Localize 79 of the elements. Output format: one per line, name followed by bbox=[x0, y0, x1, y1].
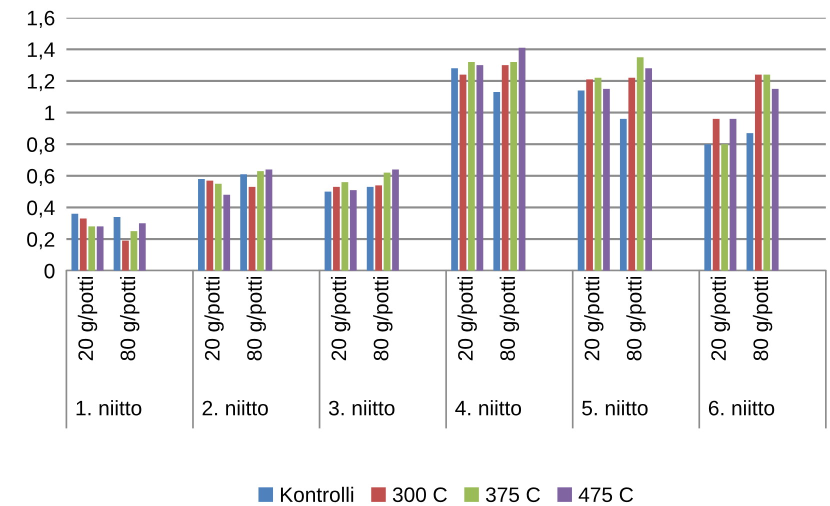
x-tick-label: 20 g/potti bbox=[584, 276, 604, 360]
bar bbox=[88, 226, 96, 271]
x-tick-label: 80 g/potti bbox=[626, 276, 646, 360]
legend-label: Kontrolli bbox=[280, 486, 354, 502]
bar bbox=[763, 74, 770, 271]
x-tick-label: 80 g/potti bbox=[373, 276, 393, 360]
bar bbox=[240, 174, 247, 271]
y-tick-label: 0,4 bbox=[27, 200, 55, 218]
y-tick-label: 1 bbox=[45, 106, 54, 120]
bar bbox=[493, 92, 500, 271]
bar bbox=[628, 78, 636, 271]
y-tick-label: 1,4 bbox=[28, 42, 55, 60]
bar bbox=[96, 226, 104, 271]
bar bbox=[754, 74, 762, 271]
legend-label: 475 C bbox=[578, 487, 634, 502]
bar bbox=[375, 185, 382, 271]
bar bbox=[324, 192, 332, 271]
bar bbox=[636, 57, 644, 271]
bar bbox=[71, 214, 78, 271]
text: 3. niitto bbox=[328, 400, 394, 416]
bar bbox=[223, 194, 230, 271]
text: 4. niitto bbox=[455, 400, 522, 416]
bar bbox=[451, 68, 458, 271]
bar bbox=[333, 186, 340, 271]
x-tick-label: 80 g/potti bbox=[120, 276, 140, 360]
bar bbox=[130, 231, 138, 271]
bar bbox=[730, 118, 736, 271]
bar bbox=[518, 48, 526, 271]
bar bbox=[214, 184, 222, 271]
text: 2. niitto bbox=[202, 400, 268, 416]
x-tick-label: 80 g/potti bbox=[500, 276, 520, 360]
bar bbox=[138, 223, 146, 271]
bar bbox=[114, 216, 120, 271]
y-tick-label: 0,2 bbox=[27, 232, 54, 250]
bar bbox=[341, 182, 348, 271]
text: 1. niitto bbox=[76, 400, 142, 416]
bar bbox=[366, 186, 374, 271]
bar bbox=[586, 79, 593, 271]
bar bbox=[712, 118, 720, 271]
bar bbox=[772, 88, 779, 271]
bar bbox=[721, 144, 728, 271]
bar bbox=[80, 218, 87, 271]
y-tick-label: 1,6 bbox=[28, 10, 54, 28]
bar bbox=[257, 171, 264, 271]
x-tick-label: 80 g/potti bbox=[246, 276, 266, 360]
x-tick-label: 80 g/potti bbox=[752, 276, 772, 360]
bar bbox=[206, 180, 214, 271]
bar bbox=[704, 144, 712, 271]
bar bbox=[578, 90, 585, 271]
bar bbox=[384, 172, 390, 271]
bar bbox=[603, 88, 610, 271]
x-tick-label: 20 g/potti bbox=[458, 276, 477, 360]
bar bbox=[746, 133, 754, 271]
x-tick-label: 20 g/potti bbox=[204, 276, 224, 360]
x-tick-label: 20 g/potti bbox=[330, 276, 350, 360]
x-tick-label: 20 g/potti bbox=[710, 276, 730, 360]
bar bbox=[266, 170, 272, 271]
bar bbox=[350, 190, 357, 271]
bar bbox=[468, 62, 475, 271]
y-tick-label: 0,6 bbox=[27, 168, 54, 186]
bar bbox=[645, 68, 652, 271]
x-tick-label: 20 g/potti bbox=[78, 276, 98, 360]
bar bbox=[502, 65, 509, 271]
y-tick-label: 1,2 bbox=[28, 74, 54, 92]
text: 5. niitto bbox=[582, 400, 648, 416]
bar bbox=[248, 186, 256, 271]
bar bbox=[594, 78, 602, 271]
legend-label: 300 C bbox=[392, 487, 447, 502]
bar bbox=[122, 240, 129, 271]
bar bbox=[620, 118, 627, 271]
y-tick-label: 0 bbox=[44, 264, 54, 278]
bar bbox=[460, 74, 466, 271]
bar bbox=[510, 62, 518, 271]
bar bbox=[476, 65, 484, 271]
bar bbox=[198, 178, 205, 271]
y-tick-label: 0,8 bbox=[27, 137, 54, 154]
text: 6. niitto bbox=[708, 400, 774, 416]
bar bbox=[392, 170, 399, 271]
legend-label: 375 C bbox=[486, 487, 540, 502]
